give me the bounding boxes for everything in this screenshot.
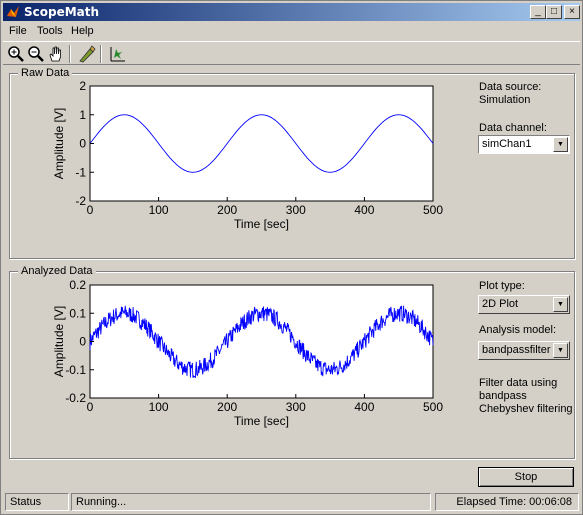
y-tick-label: -0.1 bbox=[65, 363, 86, 377]
model-description-line: bandpass bbox=[479, 390, 527, 402]
analysis-model-label: Analysis model: bbox=[479, 324, 556, 336]
plot-type-label: Plot type: bbox=[479, 280, 525, 292]
x-tick-label: 400 bbox=[354, 400, 374, 414]
data-source-label: Data source: bbox=[479, 81, 541, 93]
data-channel-select[interactable]: simChan1 ▼ bbox=[478, 135, 570, 154]
plot-type-select[interactable]: 2D Plot ▼ bbox=[478, 295, 570, 314]
plot-type-value: 2D Plot bbox=[482, 298, 518, 310]
x-tick-label: 500 bbox=[423, 400, 443, 414]
y-tick-label: 0.2 bbox=[69, 278, 86, 292]
status-label: Status bbox=[5, 493, 69, 511]
stop-button[interactable]: Stop bbox=[478, 467, 574, 487]
plot-area[interactable] bbox=[90, 285, 433, 398]
model-description-line: Chebyshev filtering bbox=[479, 403, 573, 415]
x-tick-label: 0 bbox=[87, 400, 94, 414]
data-source-value: Simulation bbox=[479, 94, 530, 106]
analysis-model-value: bandpassfilter bbox=[482, 344, 551, 356]
x-axis-label: Time [sec] bbox=[234, 414, 289, 428]
y-axis-label: Amplitude [V] bbox=[52, 306, 66, 377]
y-tick-label: 0.1 bbox=[69, 306, 86, 320]
data-channel-label: Data channel: bbox=[479, 122, 547, 134]
model-description-line: Filter data using bbox=[479, 377, 557, 389]
y-tick-label: -0.2 bbox=[65, 391, 86, 405]
dropdown-arrow-icon[interactable]: ▼ bbox=[553, 297, 568, 312]
elapsed-time: Elapsed Time: 00:06:08 bbox=[435, 493, 579, 511]
dropdown-arrow-icon[interactable]: ▼ bbox=[553, 343, 568, 358]
x-tick-label: 100 bbox=[149, 400, 169, 414]
dropdown-arrow-icon[interactable]: ▼ bbox=[553, 137, 568, 152]
status-message: Running... bbox=[71, 493, 431, 511]
y-tick-label: 0 bbox=[79, 335, 86, 349]
x-tick-label: 300 bbox=[286, 400, 306, 414]
analysis-model-select[interactable]: bandpassfilter ▼ bbox=[478, 341, 570, 360]
data-channel-value: simChan1 bbox=[482, 138, 532, 150]
x-tick-label: 200 bbox=[217, 400, 237, 414]
